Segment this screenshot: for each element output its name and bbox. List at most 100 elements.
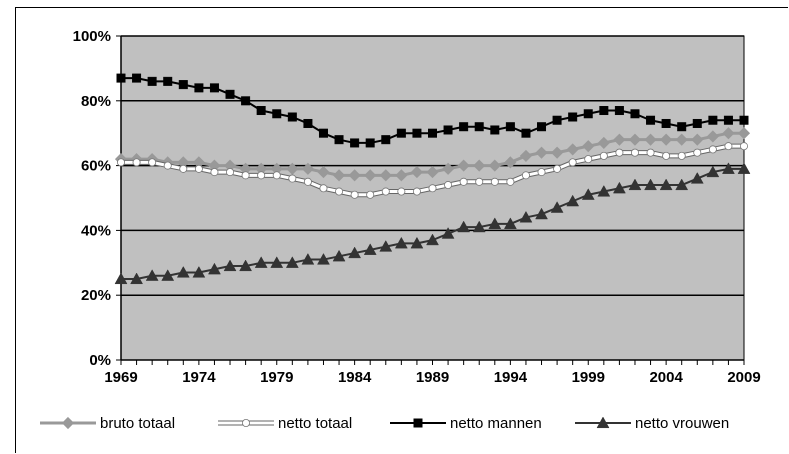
triangle-marker — [301, 253, 315, 265]
square-marker — [692, 118, 702, 128]
diamond-marker — [348, 169, 361, 182]
triangle-marker — [114, 272, 128, 285]
triangle-marker — [379, 240, 393, 252]
triangle-marker — [161, 269, 175, 281]
diamond-marker — [660, 133, 673, 146]
diamond-marker — [301, 162, 314, 175]
x-tick-label: 1979 — [260, 369, 293, 386]
circle-marker — [148, 158, 157, 167]
square-marker — [723, 115, 733, 125]
x-tick-label: 1999 — [572, 369, 605, 386]
square-marker — [537, 122, 547, 132]
diamond-marker — [722, 127, 735, 140]
circle-marker — [303, 177, 312, 186]
diamond-marker — [535, 146, 548, 159]
triangle-marker — [270, 256, 284, 268]
circle-marker — [194, 164, 203, 173]
square-marker — [334, 135, 344, 145]
legend-item-bruto-totaal: bruto totaal — [40, 415, 175, 432]
circle-marker — [444, 181, 453, 190]
triangle-marker — [628, 178, 642, 191]
square-marker — [318, 128, 328, 138]
diamond-marker — [519, 149, 533, 162]
square-marker — [209, 83, 219, 93]
square-marker — [583, 109, 593, 119]
x-tick-label: 1984 — [338, 369, 372, 386]
series-netto-totaal — [117, 142, 749, 199]
circle-marker — [475, 177, 484, 186]
square-marker — [490, 125, 500, 135]
circle-marker — [677, 151, 686, 160]
square-marker — [396, 128, 406, 138]
triangle-marker — [348, 246, 362, 259]
legend-label: bruto totaal — [100, 415, 175, 432]
y-tick-label: 40% — [81, 222, 111, 239]
triangle-marker — [441, 227, 455, 239]
square-marker — [178, 80, 188, 90]
triangle-marker — [472, 220, 486, 233]
diamond-marker — [691, 133, 704, 146]
x-tick-label: 1974 — [182, 369, 216, 386]
square-marker — [739, 115, 749, 125]
circle-marker — [584, 155, 593, 164]
diamond-marker — [675, 133, 688, 146]
diamond-marker — [504, 156, 517, 169]
triangle-marker — [581, 188, 595, 200]
square-marker — [552, 115, 562, 125]
circle-marker — [693, 148, 702, 157]
circle-marker — [381, 187, 390, 196]
series-netto-vrouwen — [114, 162, 751, 285]
triangle-marker — [285, 256, 299, 268]
diamond-marker — [737, 127, 751, 140]
square-marker — [116, 73, 126, 83]
triangle-marker — [394, 236, 408, 249]
circle-marker — [257, 171, 266, 180]
square-marker — [599, 106, 609, 116]
diamond-marker — [286, 162, 299, 175]
diamond-marker — [61, 416, 75, 430]
legend-label: netto vrouwen — [635, 415, 729, 432]
y-tick-label: 20% — [81, 287, 111, 304]
circle-marker — [350, 190, 359, 199]
square-marker — [614, 106, 624, 116]
square-marker — [413, 418, 423, 428]
triangle-marker — [737, 162, 751, 174]
square-marker — [225, 89, 235, 99]
diamond-marker — [332, 169, 346, 182]
circle-marker — [615, 148, 624, 157]
circle-marker — [724, 142, 733, 151]
series-group — [114, 73, 751, 285]
diamond-marker — [597, 136, 610, 149]
square-marker — [350, 138, 360, 148]
square-marker — [147, 76, 157, 86]
square-marker — [459, 122, 469, 132]
diamond-marker — [410, 166, 423, 179]
triangle-marker — [503, 217, 517, 229]
diamond-marker — [613, 133, 626, 146]
triangle-marker — [457, 220, 471, 233]
square-marker — [661, 118, 671, 128]
triangle-marker — [317, 253, 330, 265]
x-axis-ticks: 1969 1974 1979 1984 1989 1994 1999 2004 2009 — [104, 360, 761, 386]
triangle-marker — [675, 178, 689, 191]
diamond-marker — [364, 169, 377, 182]
circle-marker — [335, 187, 344, 196]
series-netto-mannen — [116, 73, 749, 148]
circle-marker — [459, 177, 468, 186]
circle-marker — [490, 177, 499, 186]
legend-item-netto-mannen: netto mannen — [390, 415, 542, 432]
circle-marker — [599, 151, 608, 160]
gridlines — [121, 35, 744, 296]
x-tick-label: 1989 — [416, 369, 449, 386]
circle-marker — [740, 142, 749, 151]
plot-area — [120, 35, 745, 361]
square-marker — [303, 118, 313, 128]
triangle-marker — [566, 194, 580, 207]
square-marker — [287, 112, 297, 122]
triangle-marker — [130, 272, 143, 285]
circle-marker — [319, 184, 328, 193]
square-marker — [412, 128, 422, 138]
square-marker — [256, 106, 266, 116]
diamond-marker — [379, 169, 392, 182]
